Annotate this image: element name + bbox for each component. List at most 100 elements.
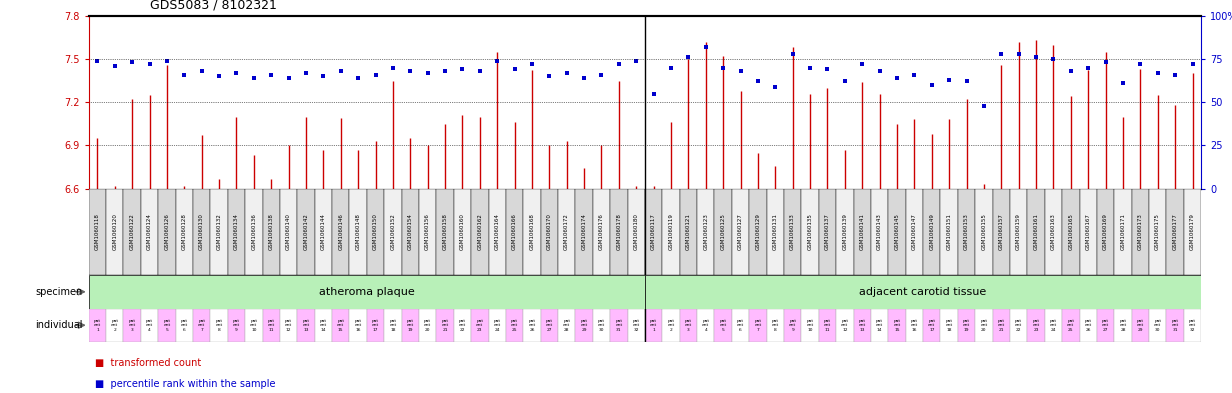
Text: GSM1060159: GSM1060159 xyxy=(1016,213,1021,250)
Bar xyxy=(314,189,333,275)
Bar xyxy=(245,189,262,275)
Bar xyxy=(784,189,801,275)
Text: GSM1060127: GSM1060127 xyxy=(738,213,743,250)
Bar xyxy=(610,189,627,275)
Text: GSM1060149: GSM1060149 xyxy=(929,213,934,250)
Bar xyxy=(541,309,558,342)
Text: pat
ent
2: pat ent 2 xyxy=(668,319,675,332)
Text: pat
ent
23: pat ent 23 xyxy=(1032,319,1040,332)
Text: pat
ent
16: pat ent 16 xyxy=(910,319,918,332)
Text: GSM1060126: GSM1060126 xyxy=(164,213,170,250)
Text: pat
ent
21: pat ent 21 xyxy=(441,319,448,332)
Text: pat
ent
10: pat ent 10 xyxy=(807,319,813,332)
Text: pat
ent
32: pat ent 32 xyxy=(1189,319,1196,332)
Bar xyxy=(837,189,854,275)
Text: GSM1060133: GSM1060133 xyxy=(790,213,795,250)
Text: pat
ent
22: pat ent 22 xyxy=(458,319,466,332)
Bar xyxy=(1114,189,1132,275)
Text: pat
ent
19: pat ent 19 xyxy=(963,319,970,332)
Text: GSM1060175: GSM1060175 xyxy=(1156,213,1161,250)
Text: pat
ent
6: pat ent 6 xyxy=(181,319,188,332)
Bar xyxy=(1184,309,1201,342)
Bar xyxy=(593,309,610,342)
Bar xyxy=(367,189,384,275)
Text: pat
ent
8: pat ent 8 xyxy=(216,319,223,332)
Bar xyxy=(801,309,819,342)
Text: pat
ent
27: pat ent 27 xyxy=(546,319,553,332)
Bar xyxy=(402,189,419,275)
Bar xyxy=(680,309,697,342)
Bar xyxy=(766,189,784,275)
Text: pat
ent
23: pat ent 23 xyxy=(477,319,483,332)
Text: pat
ent
16: pat ent 16 xyxy=(355,319,362,332)
Bar xyxy=(419,309,436,342)
Bar xyxy=(715,309,732,342)
Text: pat
ent
8: pat ent 8 xyxy=(771,319,779,332)
Bar xyxy=(541,189,558,275)
Bar xyxy=(176,309,193,342)
Text: GSM1060173: GSM1060173 xyxy=(1138,213,1143,250)
Bar xyxy=(923,309,940,342)
Bar xyxy=(1184,189,1201,275)
Bar xyxy=(837,309,854,342)
Bar xyxy=(663,189,680,275)
Bar xyxy=(715,189,732,275)
Text: pat
ent
13: pat ent 13 xyxy=(859,319,866,332)
Bar xyxy=(280,309,297,342)
Text: pat
ent
30: pat ent 30 xyxy=(598,319,605,332)
Bar xyxy=(646,275,1201,309)
Text: pat
ent
1: pat ent 1 xyxy=(94,319,101,332)
Bar xyxy=(524,189,541,275)
Bar xyxy=(245,309,262,342)
Text: GSM1060123: GSM1060123 xyxy=(703,213,708,250)
Bar xyxy=(384,309,402,342)
Bar xyxy=(801,189,819,275)
Bar xyxy=(1149,309,1167,342)
Text: pat
ent
4: pat ent 4 xyxy=(702,319,710,332)
Text: GSM1060151: GSM1060151 xyxy=(946,213,951,250)
Bar xyxy=(384,189,402,275)
Text: GSM1060171: GSM1060171 xyxy=(1120,213,1126,250)
Bar xyxy=(524,309,541,342)
Bar xyxy=(940,189,957,275)
Text: pat
ent
18: pat ent 18 xyxy=(389,319,397,332)
Bar xyxy=(976,189,993,275)
Bar xyxy=(453,309,471,342)
Text: GSM1060118: GSM1060118 xyxy=(95,213,100,250)
Bar xyxy=(819,189,837,275)
Text: GSM1060135: GSM1060135 xyxy=(808,213,813,250)
Bar xyxy=(957,189,976,275)
Bar xyxy=(732,309,749,342)
Bar xyxy=(871,189,888,275)
Bar xyxy=(314,309,333,342)
Bar xyxy=(749,309,766,342)
Text: GSM1060145: GSM1060145 xyxy=(894,213,899,250)
Text: GSM1060177: GSM1060177 xyxy=(1173,213,1178,250)
Bar xyxy=(350,189,367,275)
Bar xyxy=(923,189,940,275)
Text: pat
ent
25: pat ent 25 xyxy=(1067,319,1074,332)
Text: GSM1060150: GSM1060150 xyxy=(373,213,378,250)
Bar xyxy=(489,309,506,342)
Text: GSM1060155: GSM1060155 xyxy=(982,213,987,250)
Text: GSM1060153: GSM1060153 xyxy=(963,213,970,250)
Bar xyxy=(262,189,280,275)
Bar xyxy=(350,309,367,342)
Bar xyxy=(176,189,193,275)
Text: GSM1060139: GSM1060139 xyxy=(843,213,848,250)
Text: GSM1060167: GSM1060167 xyxy=(1085,213,1090,250)
Text: GSM1060119: GSM1060119 xyxy=(669,213,674,250)
Bar xyxy=(158,189,176,275)
Text: GSM1060120: GSM1060120 xyxy=(112,213,117,250)
Bar xyxy=(280,189,297,275)
Bar xyxy=(871,309,888,342)
Bar xyxy=(888,309,906,342)
Text: pat
ent
4: pat ent 4 xyxy=(145,319,153,332)
Text: pat
ent
20: pat ent 20 xyxy=(981,319,988,332)
Bar xyxy=(1132,309,1149,342)
Text: pat
ent
32: pat ent 32 xyxy=(633,319,639,332)
Bar xyxy=(1096,309,1114,342)
Bar xyxy=(106,309,123,342)
Bar xyxy=(419,189,436,275)
Text: GSM1060117: GSM1060117 xyxy=(652,213,657,250)
